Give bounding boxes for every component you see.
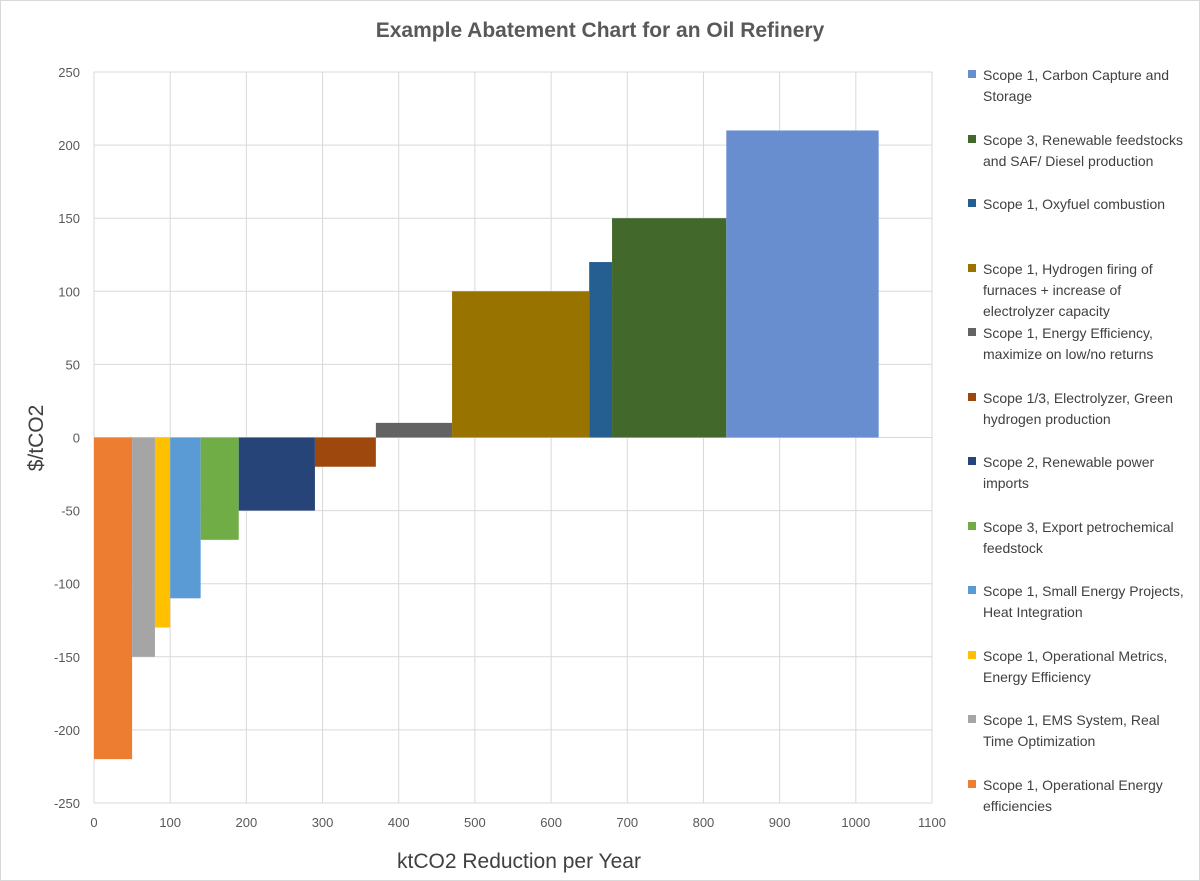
legend-swatch: [968, 521, 976, 530]
y-tick-label: 0: [73, 431, 80, 446]
legend-swatch: [968, 328, 976, 336]
bar-0: [94, 437, 133, 760]
legend-item: Scope 1/3, Electrolyzer, Green hydrogen …: [968, 388, 1193, 430]
y-tick-label: 50: [66, 357, 80, 372]
bar-1: [132, 437, 155, 657]
legend-item: Scope 1, Oxyfuel combustion: [968, 194, 1193, 215]
chart-title: Example Abatement Chart for an Oil Refin…: [376, 19, 825, 42]
x-tick-label: 0: [90, 815, 97, 830]
bar-3: [170, 437, 201, 599]
x-tick-label: 1000: [841, 815, 870, 830]
legend-label: Scope 1, Oxyfuel combustion: [983, 196, 1166, 212]
bar-8: [452, 291, 590, 438]
y-tick-labels: 250 200 150 100 50 0 -50 -100 -150 -200 -250: [54, 65, 80, 811]
x-tick-label: 100: [159, 815, 181, 830]
legend-item: Scope 3, Renewable feedstocks and SAF/ D…: [968, 130, 1193, 172]
legend-label: Scope 3, Renewable feedstocks and SAF/ D…: [983, 131, 1184, 169]
x-tick-label: 900: [769, 815, 791, 830]
bar-10: [612, 218, 727, 438]
y-tick-label: 200: [58, 138, 80, 153]
x-tick-label: 700: [616, 815, 638, 830]
y-tick-label: 100: [58, 284, 80, 299]
y-axis-label: $/tCO2: [25, 405, 48, 472]
bar-2: [154, 437, 171, 628]
legend-item: Scope 2, Renewable power imports: [968, 452, 1193, 494]
y-tick-label: 150: [58, 211, 80, 226]
legend-label: Scope 1, EMS System, Real Time Optimizat…: [983, 712, 1160, 749]
legend-label: Scope 1/3, Electrolyzer, Green hydrogen …: [983, 389, 1173, 427]
legend-item: Scope 1, Energy Efficiency, maximize on …: [968, 323, 1193, 365]
legend-label: Scope 1, Operational Energy efficiencies: [983, 776, 1163, 814]
legend-item: Scope 1, Operational Energy efficiencies: [968, 775, 1193, 817]
legend-item: Scope 1, Carbon Capture and Storage: [968, 65, 1193, 107]
bar-7: [375, 422, 453, 438]
legend-swatch: [968, 650, 976, 659]
x-tick-label: 800: [693, 815, 715, 830]
legend-swatch: [968, 779, 976, 788]
x-tick-label: 200: [236, 815, 258, 830]
legend-swatch: [968, 134, 976, 143]
legend-item: Scope 1, Small Energy Projects, Heat Int…: [968, 581, 1193, 623]
legend-label: Scope 1, Carbon Capture and Storage: [983, 67, 1170, 104]
legend-label: Scope 1, Small Energy Projects, Heat Int…: [983, 583, 1184, 620]
x-tick-labels: 0 100 200 300 400 500 600 700 800 900 1000 1100: [90, 815, 946, 830]
bar-5: [238, 437, 315, 511]
y-tick-label: 250: [58, 65, 80, 80]
legend-swatch: [968, 586, 976, 594]
legend-item: Scope 3, Export petrochemical feedstock: [968, 517, 1193, 559]
legend-label: Scope 2, Renewable power imports: [983, 454, 1155, 491]
bar-11: [726, 130, 879, 438]
x-tick-label: 1100: [918, 815, 946, 830]
legend-swatch: [968, 263, 976, 272]
bar-6: [314, 437, 376, 467]
legend-swatch: [968, 392, 976, 401]
legend-item: Scope 1, Operational Metrics, Energy Eff…: [968, 646, 1193, 688]
x-tick-label: 300: [312, 815, 334, 830]
legend-swatch: [968, 457, 976, 465]
bars: [94, 130, 879, 760]
legend-swatch: [968, 199, 976, 207]
x-tick-label: 600: [540, 815, 562, 830]
x-tick-label: 400: [388, 815, 410, 830]
y-tick-label: -100: [54, 577, 80, 592]
x-tick-label: 500: [464, 815, 486, 830]
y-tick-label: -200: [54, 723, 80, 738]
bar-4: [200, 437, 239, 540]
x-axis-label: ktCO2 Reduction per Year: [397, 850, 641, 873]
legend-label: Scope 1, Operational Metrics, Energy Eff…: [983, 647, 1168, 685]
legend-swatch: [968, 70, 976, 78]
legend-label: Scope 1, Hydrogen firing of furnaces + i…: [983, 260, 1153, 319]
y-tick-label: -250: [54, 796, 80, 811]
y-tick-label: -50: [61, 504, 80, 519]
legend-label: Scope 3, Export petrochemical feedstock: [983, 518, 1174, 556]
legend-item: Scope 1, Hydrogen firing of furnaces + i…: [968, 259, 1193, 322]
bar-9: [589, 262, 613, 438]
legend-swatch: [968, 715, 976, 723]
y-tick-label: -150: [54, 650, 80, 665]
legend-item: Scope 1, EMS System, Real Time Optimizat…: [968, 710, 1193, 752]
legend-label: Scope 1, Energy Efficiency, maximize on …: [983, 325, 1154, 362]
